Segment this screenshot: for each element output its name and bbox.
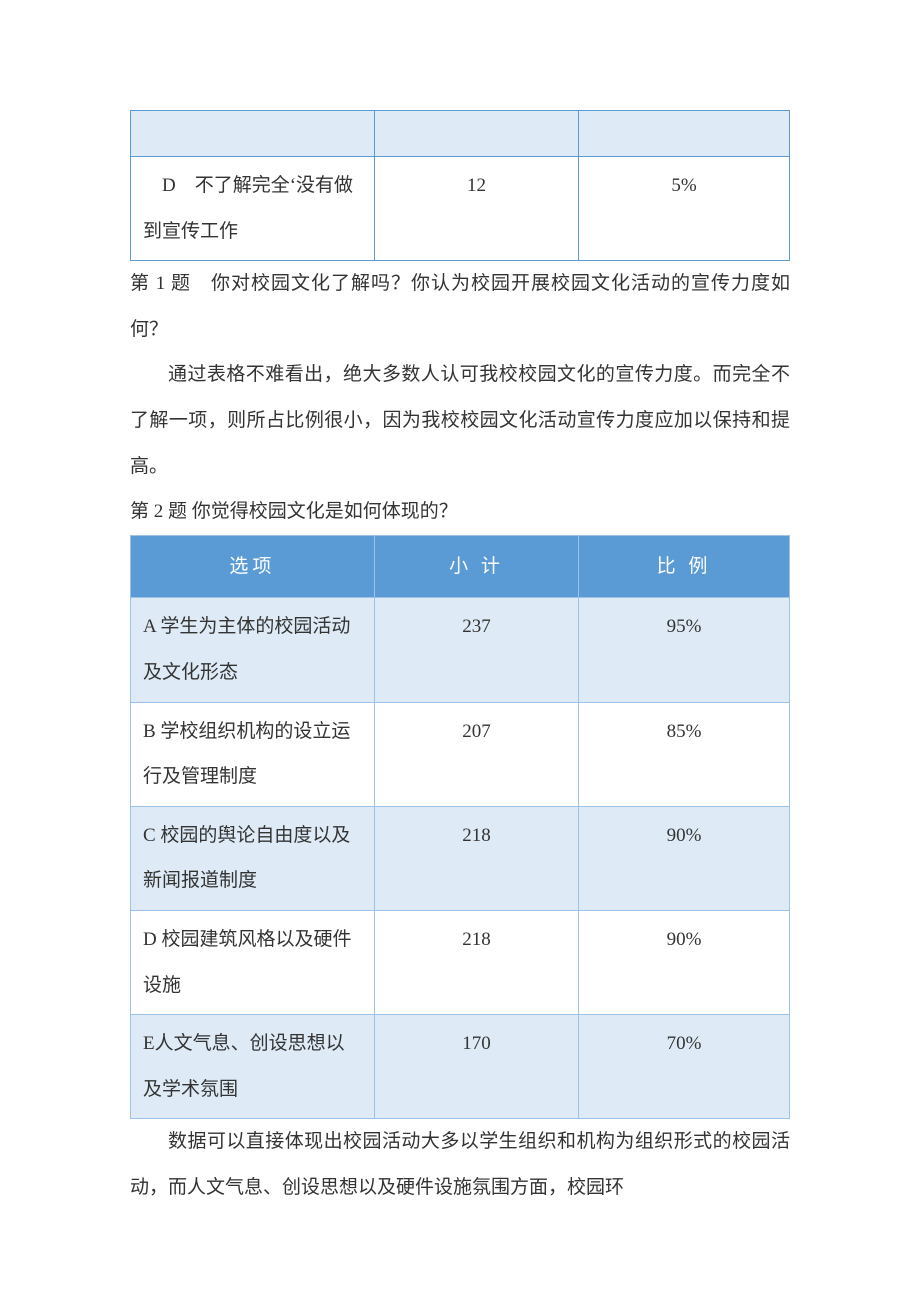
- ratio-cell: 95%: [579, 598, 790, 702]
- table-row: C 校园的舆论自由度以及新闻报道制度 218 90%: [131, 806, 790, 910]
- option-cell: D 不了解完全‘没有做到宣传工作: [131, 157, 375, 261]
- table-q1-fragment: D 不了解完全‘没有做到宣传工作 12 5%: [130, 110, 790, 261]
- table-row: D 不了解完全‘没有做到宣传工作 12 5%: [131, 157, 790, 261]
- option-cell: D 校园建筑风格以及硬件设施: [131, 910, 375, 1014]
- ratio-cell: 90%: [579, 910, 790, 1014]
- option-cell: E人文气息、创设思想以及学术氛围: [131, 1015, 375, 1119]
- table-q2: 选项 小 计 比 例 A 学生为主体的校园活动及文化形态 237 95% B 学…: [130, 535, 790, 1120]
- header-count: 小 计: [374, 535, 578, 598]
- table-row: E人文气息、创设思想以及学术氛围 170 70%: [131, 1015, 790, 1119]
- question-2-label: 第 2 题 你觉得校园文化是如何体现的？: [130, 489, 790, 535]
- ratio-cell: 85%: [579, 702, 790, 806]
- table-cell: [374, 111, 578, 157]
- option-cell: C 校园的舆论自由度以及新闻报道制度: [131, 806, 375, 910]
- question-1-analysis: 通过表格不难看出，绝大多数人认可我校校园文化的宣传力度。而完全不了解一项，则所占…: [130, 352, 790, 489]
- count-cell: 237: [374, 598, 578, 702]
- count-cell: 218: [374, 806, 578, 910]
- table-row: [131, 111, 790, 157]
- header-ratio: 比 例: [579, 535, 790, 598]
- table-row: D 校园建筑风格以及硬件设施 218 90%: [131, 910, 790, 1014]
- closing-paragraph: 数据可以直接体现出校园活动大多以学生组织和机构为组织形式的校园活动，而人文气息、…: [130, 1119, 790, 1210]
- count-cell: 170: [374, 1015, 578, 1119]
- table-header-row: 选项 小 计 比 例: [131, 535, 790, 598]
- table-cell: [579, 111, 790, 157]
- count-cell: 12: [374, 157, 578, 261]
- ratio-cell: 90%: [579, 806, 790, 910]
- option-cell: B 学校组织机构的设立运行及管理制度: [131, 702, 375, 806]
- ratio-cell: 70%: [579, 1015, 790, 1119]
- count-cell: 207: [374, 702, 578, 806]
- table-row: A 学生为主体的校园活动及文化形态 237 95%: [131, 598, 790, 702]
- ratio-cell: 5%: [579, 157, 790, 261]
- question-1-label: 第 1 题 你对校园文化了解吗？你认为校园开展校园文化活动的宣传力度如何？: [130, 261, 790, 352]
- table-row: B 学校组织机构的设立运行及管理制度 207 85%: [131, 702, 790, 806]
- header-option: 选项: [131, 535, 375, 598]
- table-cell: [131, 111, 375, 157]
- option-cell: A 学生为主体的校园活动及文化形态: [131, 598, 375, 702]
- count-cell: 218: [374, 910, 578, 1014]
